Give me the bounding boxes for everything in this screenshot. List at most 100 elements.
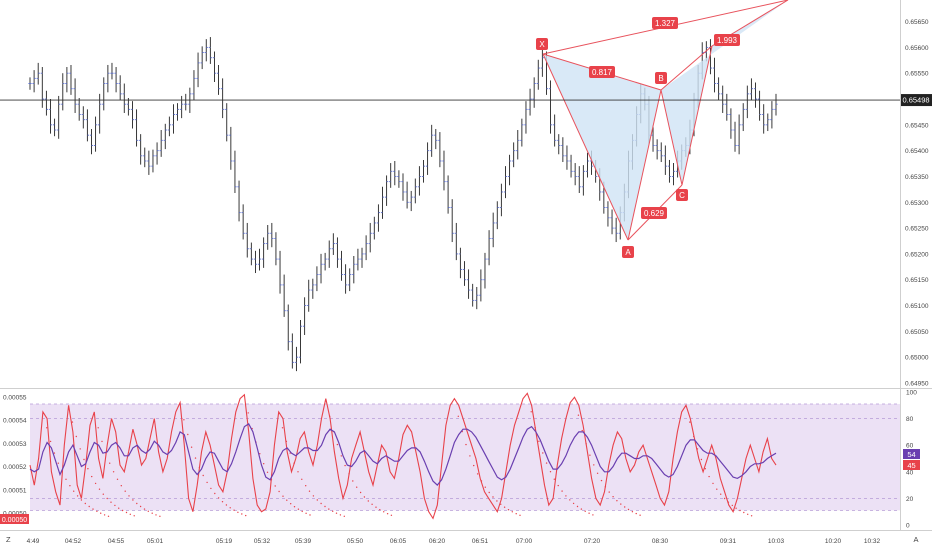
indicator-trail-dot	[577, 414, 580, 416]
current-price-tag-bg	[901, 94, 932, 107]
price-axis[interactable]: 0.656500.656000.655500.655000.654500.654…	[905, 19, 929, 387]
time-tick-label: 07:20	[584, 538, 601, 545]
indicator-tick-label: 0	[906, 523, 910, 530]
time-tick-label: 10:20	[825, 538, 842, 545]
time-tick-label: 05:01	[147, 538, 164, 545]
indicator-trail-dot	[723, 497, 726, 500]
indicator-trail-dot	[97, 427, 99, 429]
indicator-left-tick-label: 0.00051	[3, 487, 27, 494]
indicator-upper-tag-bg	[903, 449, 920, 459]
indicator-trail-dot	[155, 514, 157, 516]
indicator-trail-dot	[100, 512, 102, 514]
indicator-trail-dot	[80, 499, 83, 501]
indicator-trail-dot	[297, 471, 299, 473]
pattern-fill-bcd	[661, 0, 788, 185]
time-tick-label: 04:55	[108, 538, 125, 545]
indicator-trail-dot	[581, 429, 583, 432]
indicator-left-tick-label: 0.00052	[3, 464, 27, 471]
indicator-trail-dot	[390, 514, 393, 516]
indicator-left-tick-label: 0.00053	[3, 441, 27, 448]
indicator-trail-dot	[386, 513, 389, 515]
time-tick-label: 06:05	[390, 538, 407, 545]
indicator-trail-dot	[496, 500, 498, 502]
harmonic-pattern[interactable]: X A B C 0.817 0.629 1.993 1.327	[536, 0, 789, 258]
indicator-band-fill	[30, 403, 900, 511]
price-pane[interactable]	[0, 0, 900, 388]
indicator-trail-dot	[194, 457, 197, 459]
indicator-trail-dot	[743, 511, 745, 514]
indicator-trail-dot	[96, 510, 98, 512]
indicator-axis[interactable]: 100 80 60 40 20 0	[906, 390, 917, 530]
indicator-trail-dot	[206, 481, 208, 484]
indicator-trail-dot	[352, 480, 354, 482]
indicator-trail-dot	[245, 514, 247, 517]
indicator-tick-label: 80	[906, 416, 914, 423]
indicator-trail-dot	[557, 484, 559, 487]
indicator-tick-label: 40	[906, 469, 914, 476]
indicator-trail-dot	[375, 506, 377, 508]
indicator-trail-dot	[639, 514, 641, 516]
indicator-trail-dot	[589, 454, 591, 456]
time-tick-label: 05:19	[216, 538, 233, 545]
indicator-trail-dot	[103, 514, 106, 516]
indicator-trail-dot	[151, 512, 153, 514]
ratio-label-bd-bg	[714, 34, 740, 46]
pattern-leg	[660, 89, 683, 186]
current-price-label: 0.65498	[902, 96, 929, 105]
indicator-trail-dot	[484, 486, 486, 488]
indicator-upper-tag: 54	[903, 449, 920, 459]
indicator-trail-dot	[308, 490, 311, 492]
time-tick-label: 07:00	[516, 538, 533, 545]
indicator-trail-dot	[549, 471, 552, 473]
indicator-trail-dot	[136, 502, 138, 505]
indicator-trail-dot	[120, 485, 123, 487]
indicator-trail-dot	[530, 411, 532, 413]
indicator-trail-dot	[109, 462, 111, 464]
ratio-label-ac: 0.629	[644, 209, 665, 218]
indicator-trail-dot	[593, 464, 595, 466]
indicator-trail-dot	[69, 485, 71, 487]
indicator-trail-dot	[87, 468, 89, 470]
price-tick-label: 0.65200	[905, 251, 929, 258]
indicator-trail-dot	[371, 503, 373, 505]
indicator-trail-dot	[71, 421, 74, 423]
indicator-trail-dot	[553, 478, 555, 480]
indicator-trail-dot	[620, 503, 622, 505]
indicator-tick-label: 60	[906, 443, 914, 450]
indicator-trail-dot	[132, 499, 134, 501]
ratio-label-xb-bg	[589, 66, 615, 78]
pattern-fill-xab	[543, 54, 661, 240]
ratio-label-xd: 1.327	[655, 19, 676, 28]
indicator-trail-dot	[263, 463, 265, 465]
indicator-trail-dot	[79, 448, 81, 450]
indicator-trail-dot	[247, 412, 249, 414]
indicator-trail-dot	[515, 513, 517, 515]
indicator-trail-dot	[356, 486, 358, 488]
indicator-trail-dot	[596, 472, 599, 474]
time-tick-label: 10:03	[768, 538, 785, 545]
indicator-corner-value: 0.00050	[2, 517, 27, 524]
indicator-trail-dot	[266, 471, 269, 473]
indicator-trail-dot	[561, 490, 563, 492]
indicator-trail-dot	[76, 495, 79, 497]
indicator-trail-dot	[383, 511, 385, 513]
indicator-trail-dot	[600, 479, 603, 482]
indicator-trail-dot	[343, 515, 345, 517]
ratio-label-xb: 0.817	[592, 68, 613, 77]
price-tick-label: 0.65400	[905, 148, 929, 155]
pattern-leg	[660, 45, 713, 91]
time-tick-label: 4:49	[27, 538, 40, 545]
indicator-trail-dot	[290, 503, 292, 505]
indicator-trail-dot	[616, 500, 618, 502]
indicator-trail-dot	[301, 478, 303, 480]
indicator-trail-dot	[340, 455, 342, 457]
indicator-trail-dot	[708, 475, 710, 478]
point-label-c-bg	[676, 189, 688, 201]
time-axis[interactable]: 4:49 04:52 04:55 05:01 05:19 05:32 05:39 05:50 0…	[27, 538, 881, 545]
ratio-label-bd: 1.993	[717, 36, 738, 45]
point-label-x: X	[539, 40, 545, 49]
indicator-lower-tag: 45	[903, 460, 920, 470]
indicator-trail-dot	[49, 440, 52, 443]
indicator-trail-dot	[538, 440, 540, 442]
indicator-trail-dot	[511, 511, 513, 513]
